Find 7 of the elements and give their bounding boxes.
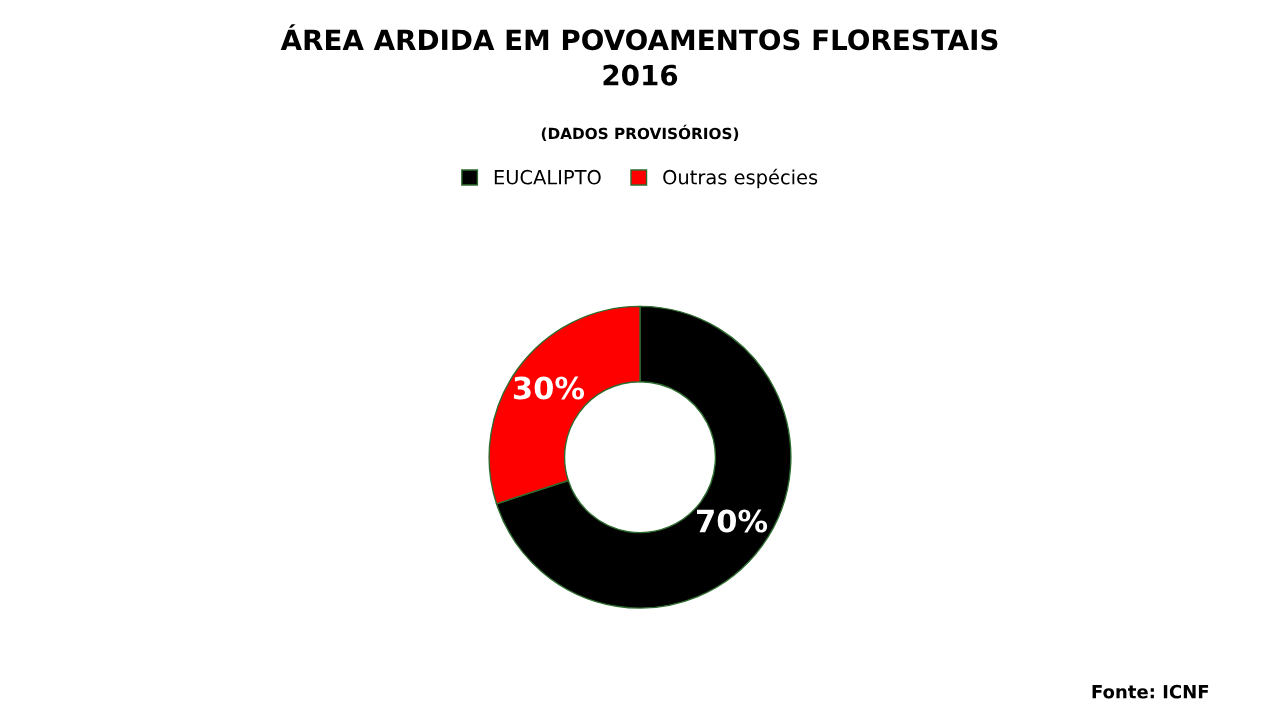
data-label: 70%	[697, 509, 768, 533]
legend-label: Outras espécies	[663, 168, 818, 189]
chart-title: ÁREA ARDIDA EM POVOAMENTOS FLORESTAIS 2016	[280, 24, 998, 86]
chart-subtitle: (DADOS PROVISÓRIOS)	[541, 124, 739, 141]
data-label: 30%	[513, 376, 585, 400]
legend-label: EUCALIPTO	[494, 169, 601, 185]
source-note: Fonte: ICNF	[1092, 684, 1209, 699]
